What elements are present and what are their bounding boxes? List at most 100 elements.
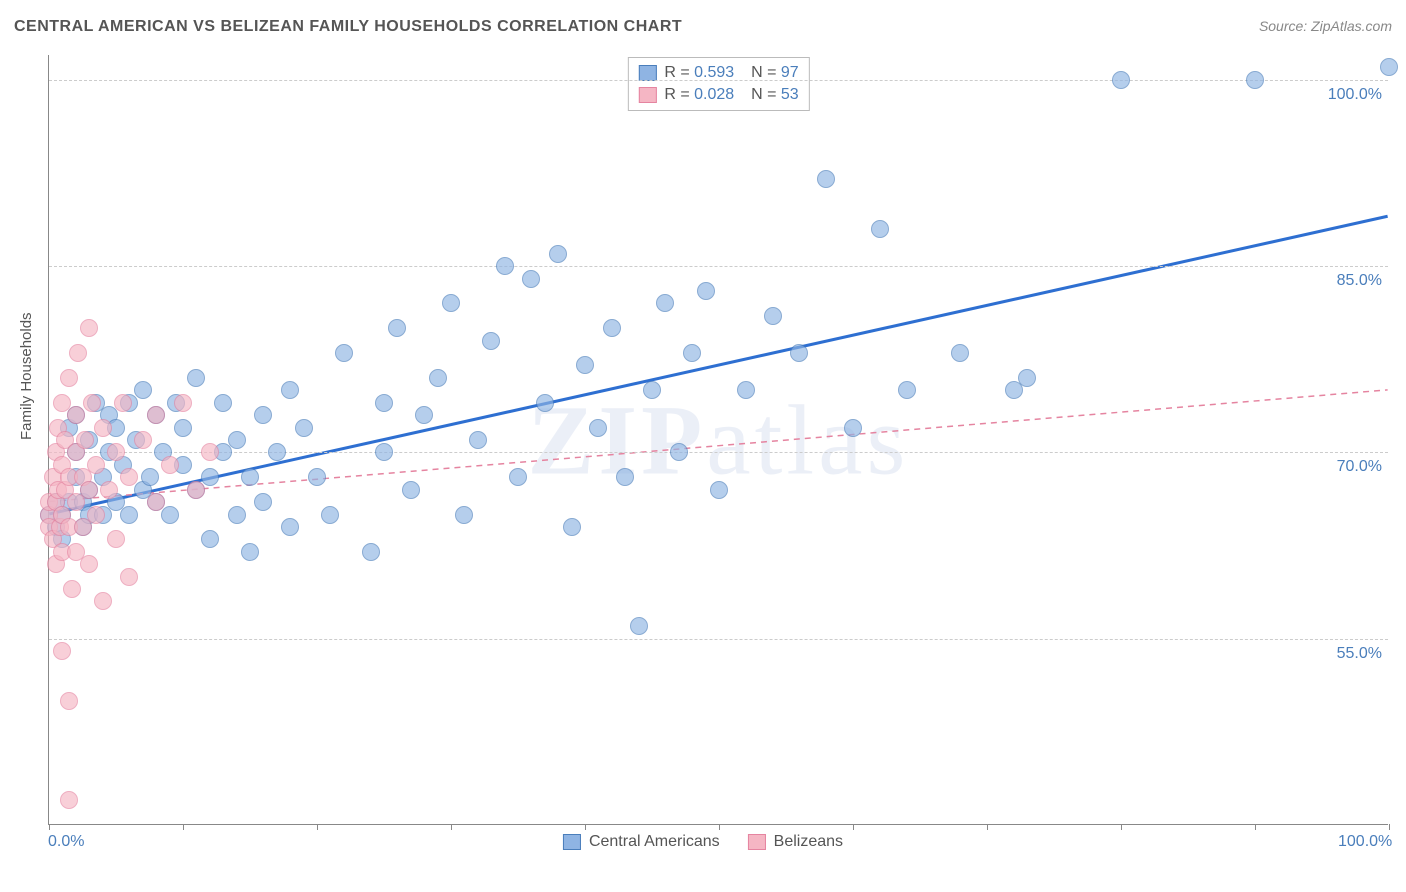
data-point bbox=[469, 431, 487, 449]
data-point bbox=[764, 307, 782, 325]
data-point bbox=[951, 344, 969, 362]
data-point bbox=[120, 506, 138, 524]
chart-title: CENTRAL AMERICAN VS BELIZEAN FAMILY HOUS… bbox=[14, 18, 682, 36]
data-point bbox=[563, 518, 581, 536]
chart-container: CENTRAL AMERICAN VS BELIZEAN FAMILY HOUS… bbox=[0, 0, 1406, 892]
data-point bbox=[187, 369, 205, 387]
data-point bbox=[321, 506, 339, 524]
x-tick bbox=[49, 824, 50, 830]
data-point bbox=[161, 506, 179, 524]
legend-item: Belizeans bbox=[748, 833, 843, 851]
source-attribution: Source: ZipAtlas.com bbox=[1259, 18, 1392, 34]
data-point bbox=[522, 270, 540, 288]
data-point bbox=[737, 381, 755, 399]
legend-series: Central Americans Belizeans bbox=[563, 833, 843, 851]
data-point bbox=[576, 356, 594, 374]
data-point bbox=[174, 419, 192, 437]
y-tick-label: 55.0% bbox=[1335, 645, 1384, 663]
legend-item: Central Americans bbox=[563, 833, 720, 851]
data-point bbox=[87, 506, 105, 524]
data-point bbox=[898, 381, 916, 399]
plot-area: ZIPatlas R = 0.593 N = 97R = 0.028 N = 5… bbox=[48, 55, 1388, 825]
x-tick-label: 0.0% bbox=[48, 833, 84, 851]
data-point bbox=[228, 431, 246, 449]
data-point bbox=[871, 220, 889, 238]
data-point bbox=[53, 642, 71, 660]
data-point bbox=[80, 555, 98, 573]
data-point bbox=[375, 394, 393, 412]
y-axis-label: Family Households bbox=[18, 312, 35, 440]
data-point bbox=[335, 344, 353, 362]
x-tick bbox=[183, 824, 184, 830]
data-point bbox=[60, 369, 78, 387]
data-point bbox=[76, 431, 94, 449]
data-point bbox=[201, 530, 219, 548]
data-point bbox=[1380, 58, 1398, 76]
data-point bbox=[656, 294, 674, 312]
data-point bbox=[120, 568, 138, 586]
legend-swatch bbox=[748, 834, 766, 850]
x-tick bbox=[1255, 824, 1256, 830]
data-point bbox=[429, 369, 447, 387]
legend-swatch bbox=[563, 834, 581, 850]
data-point bbox=[697, 282, 715, 300]
source-prefix: Source: bbox=[1259, 18, 1311, 34]
data-point bbox=[844, 419, 862, 437]
data-point bbox=[616, 468, 634, 486]
x-tick bbox=[585, 824, 586, 830]
data-point bbox=[362, 543, 380, 561]
legend-stats: R = 0.593 N = 97R = 0.028 N = 53 bbox=[627, 57, 809, 111]
data-point bbox=[254, 493, 272, 511]
data-point bbox=[201, 443, 219, 461]
data-point bbox=[496, 257, 514, 275]
data-point bbox=[147, 493, 165, 511]
x-tick-label: 100.0% bbox=[1338, 833, 1392, 851]
x-tick bbox=[1121, 824, 1122, 830]
data-point bbox=[134, 431, 152, 449]
x-tick bbox=[987, 824, 988, 830]
data-point bbox=[80, 319, 98, 337]
legend-swatch bbox=[638, 65, 656, 81]
data-point bbox=[1112, 71, 1130, 89]
legend-swatch bbox=[638, 87, 656, 103]
data-point bbox=[141, 468, 159, 486]
data-point bbox=[214, 394, 232, 412]
data-point bbox=[161, 456, 179, 474]
y-tick-label: 70.0% bbox=[1335, 458, 1384, 476]
data-point bbox=[710, 481, 728, 499]
data-point bbox=[1246, 71, 1264, 89]
legend-n: N = 53 bbox=[742, 84, 798, 106]
data-point bbox=[683, 344, 701, 362]
data-point bbox=[228, 506, 246, 524]
y-tick-label: 85.0% bbox=[1335, 272, 1384, 290]
gridline bbox=[49, 452, 1388, 453]
source-link[interactable]: ZipAtlas.com bbox=[1311, 18, 1392, 34]
data-point bbox=[388, 319, 406, 337]
data-point bbox=[80, 481, 98, 499]
data-point bbox=[63, 580, 81, 598]
data-point bbox=[603, 319, 621, 337]
data-point bbox=[241, 468, 259, 486]
data-point bbox=[630, 617, 648, 635]
x-tick bbox=[317, 824, 318, 830]
data-point bbox=[100, 481, 118, 499]
data-point bbox=[442, 294, 460, 312]
data-point bbox=[509, 468, 527, 486]
data-point bbox=[114, 394, 132, 412]
legend-label: Central Americans bbox=[589, 833, 720, 851]
data-point bbox=[281, 518, 299, 536]
gridline bbox=[49, 639, 1388, 640]
data-point bbox=[295, 419, 313, 437]
data-point bbox=[174, 394, 192, 412]
data-point bbox=[241, 543, 259, 561]
legend-r: R = 0.028 bbox=[664, 84, 734, 106]
data-point bbox=[817, 170, 835, 188]
data-point bbox=[536, 394, 554, 412]
data-point bbox=[67, 406, 85, 424]
data-point bbox=[254, 406, 272, 424]
data-point bbox=[87, 456, 105, 474]
data-point bbox=[107, 443, 125, 461]
data-point bbox=[83, 394, 101, 412]
trend-lines bbox=[49, 55, 1388, 824]
data-point bbox=[60, 791, 78, 809]
